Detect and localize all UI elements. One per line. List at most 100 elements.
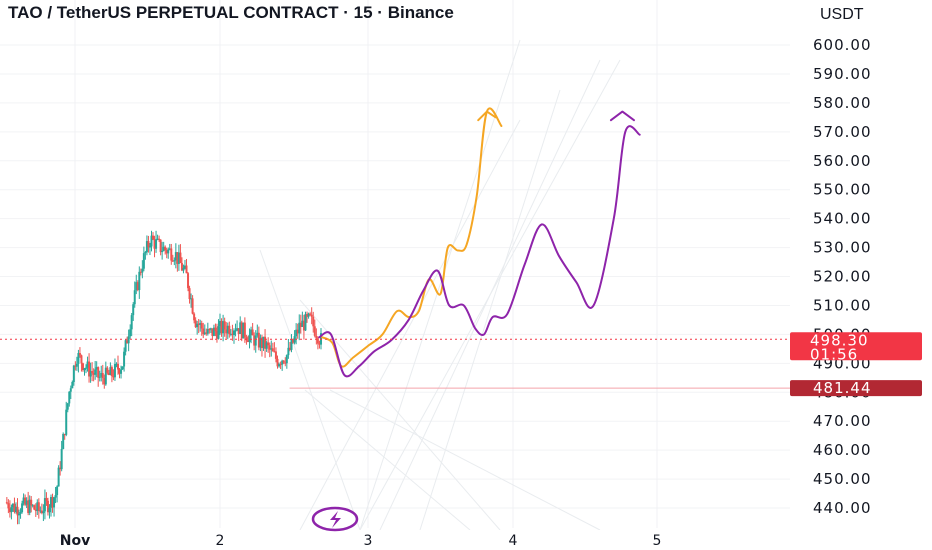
- candle[interactable]: [19, 508, 22, 519]
- candle[interactable]: [8, 500, 11, 518]
- candle[interactable]: [309, 312, 312, 316]
- candle[interactable]: [124, 339, 127, 356]
- candle[interactable]: [299, 314, 302, 334]
- candle[interactable]: [95, 361, 98, 378]
- candle[interactable]: [136, 280, 139, 292]
- candle[interactable]: [113, 358, 116, 381]
- candle[interactable]: [65, 401, 68, 437]
- candle[interactable]: [306, 311, 309, 323]
- currency-label[interactable]: USDT: [820, 6, 864, 23]
- forecast-drawings[interactable]: [318, 107, 641, 378]
- candle[interactable]: [232, 328, 235, 344]
- purple-arrowhead[interactable]: [609, 110, 635, 122]
- candle[interactable]: [63, 433, 66, 440]
- candle[interactable]: [89, 362, 92, 383]
- candle[interactable]: [86, 356, 89, 372]
- candle[interactable]: [88, 353, 91, 383]
- purple-forecast-path[interactable]: [318, 125, 641, 378]
- candle[interactable]: [141, 260, 144, 279]
- candle[interactable]: [80, 354, 83, 372]
- candle[interactable]: [219, 313, 221, 335]
- candle[interactable]: [13, 497, 16, 514]
- time-axis[interactable]: Nov 2 3 4 5: [0, 530, 790, 550]
- candle[interactable]: [37, 498, 40, 519]
- candle[interactable]: [46, 497, 49, 516]
- candle[interactable]: [237, 328, 240, 341]
- candle[interactable]: [165, 247, 168, 259]
- candle[interactable]: [74, 361, 77, 371]
- candle[interactable]: [77, 349, 80, 373]
- candle[interactable]: [284, 357, 287, 367]
- candle[interactable]: [33, 504, 36, 510]
- candle[interactable]: [251, 322, 254, 336]
- candle[interactable]: [7, 499, 10, 514]
- candle[interactable]: [173, 257, 176, 266]
- candle[interactable]: [267, 337, 270, 353]
- candle[interactable]: [66, 402, 69, 413]
- candle[interactable]: [246, 335, 249, 343]
- candle[interactable]: [168, 243, 171, 251]
- candle[interactable]: [208, 328, 211, 334]
- candle[interactable]: [304, 311, 307, 331]
- candle[interactable]: [10, 504, 13, 520]
- candle[interactable]: [285, 354, 288, 369]
- candle[interactable]: [142, 246, 145, 272]
- candle[interactable]: [107, 369, 110, 376]
- candle[interactable]: [14, 502, 17, 514]
- candle[interactable]: [92, 368, 95, 382]
- candle[interactable]: [307, 312, 310, 319]
- candle[interactable]: [109, 362, 112, 376]
- candle[interactable]: [40, 503, 43, 515]
- candle[interactable]: [85, 364, 88, 374]
- candle[interactable]: [287, 338, 290, 359]
- candle[interactable]: [231, 324, 234, 341]
- candle[interactable]: [222, 314, 225, 342]
- candle[interactable]: [162, 241, 165, 252]
- candle[interactable]: [43, 489, 46, 520]
- candle[interactable]: [104, 361, 107, 386]
- candle[interactable]: [220, 318, 223, 337]
- candle[interactable]: [50, 494, 53, 517]
- candle[interactable]: [250, 326, 253, 344]
- candle[interactable]: [39, 506, 42, 514]
- candle[interactable]: [223, 317, 226, 337]
- candle[interactable]: [206, 322, 209, 336]
- candle[interactable]: [290, 334, 293, 353]
- candle[interactable]: [153, 235, 156, 258]
- candle[interactable]: [139, 268, 142, 276]
- candle[interactable]: [239, 316, 242, 335]
- candle[interactable]: [209, 327, 212, 334]
- candle[interactable]: [132, 302, 135, 321]
- candle[interactable]: [42, 504, 45, 522]
- candle[interactable]: [177, 244, 180, 271]
- candle[interactable]: [197, 318, 200, 334]
- candle[interactable]: [78, 347, 81, 358]
- candle[interactable]: [205, 328, 208, 336]
- candle[interactable]: [31, 504, 34, 508]
- candle[interactable]: [170, 243, 173, 265]
- candle[interactable]: [278, 362, 281, 368]
- candle[interactable]: [126, 336, 129, 344]
- candle[interactable]: [22, 493, 25, 506]
- candle[interactable]: [256, 324, 259, 338]
- candle[interactable]: [254, 330, 257, 353]
- candle[interactable]: [110, 365, 113, 383]
- candle[interactable]: [167, 247, 170, 259]
- candle[interactable]: [28, 495, 31, 516]
- candle[interactable]: [159, 239, 162, 256]
- candle[interactable]: [68, 391, 71, 407]
- candle[interactable]: [194, 317, 197, 329]
- candle[interactable]: [240, 320, 243, 342]
- candle[interactable]: [130, 313, 133, 337]
- support-price-tag[interactable]: 481.44: [790, 379, 922, 397]
- candle[interactable]: [36, 499, 39, 516]
- candle[interactable]: [226, 322, 229, 340]
- candle[interactable]: [188, 285, 191, 304]
- candle[interactable]: [282, 360, 285, 365]
- candle[interactable]: [150, 230, 153, 252]
- candle[interactable]: [310, 307, 313, 325]
- candle[interactable]: [281, 359, 284, 371]
- candle[interactable]: [25, 497, 28, 509]
- candle[interactable]: [225, 322, 228, 339]
